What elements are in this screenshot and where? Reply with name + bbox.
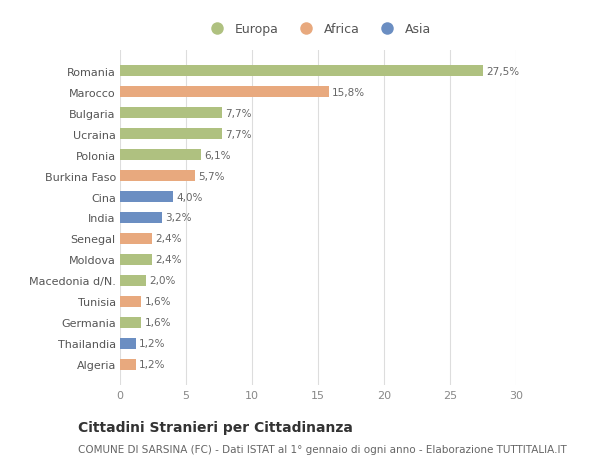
Text: 6,1%: 6,1% bbox=[204, 150, 230, 160]
Text: 1,2%: 1,2% bbox=[139, 359, 166, 369]
Bar bbox=[120, 129, 221, 140]
Text: 2,0%: 2,0% bbox=[150, 276, 176, 286]
Text: COMUNE DI SARSINA (FC) - Dati ISTAT al 1° gennaio di ogni anno - Elaborazione TU: COMUNE DI SARSINA (FC) - Dati ISTAT al 1… bbox=[78, 444, 567, 454]
Bar bbox=[120, 338, 136, 349]
Text: 2,4%: 2,4% bbox=[155, 234, 181, 244]
Text: 2,4%: 2,4% bbox=[155, 255, 181, 265]
Bar bbox=[120, 150, 200, 161]
Text: 7,7%: 7,7% bbox=[225, 129, 251, 139]
Text: 3,2%: 3,2% bbox=[166, 213, 192, 223]
Text: 1,2%: 1,2% bbox=[139, 339, 166, 349]
Bar bbox=[120, 87, 329, 98]
Text: 1,6%: 1,6% bbox=[145, 297, 171, 307]
Bar bbox=[120, 296, 141, 308]
Text: 15,8%: 15,8% bbox=[332, 87, 365, 97]
Bar bbox=[120, 317, 141, 329]
Bar bbox=[120, 170, 195, 182]
Bar bbox=[120, 212, 162, 224]
Bar bbox=[120, 275, 146, 286]
Bar bbox=[120, 254, 152, 266]
Bar bbox=[120, 191, 173, 203]
Bar bbox=[120, 107, 221, 119]
Text: 5,7%: 5,7% bbox=[199, 171, 225, 181]
Text: 4,0%: 4,0% bbox=[176, 192, 202, 202]
Text: Cittadini Stranieri per Cittadinanza: Cittadini Stranieri per Cittadinanza bbox=[78, 420, 353, 434]
Text: 1,6%: 1,6% bbox=[145, 318, 171, 328]
Bar bbox=[120, 66, 483, 77]
Legend: Europa, Africa, Asia: Europa, Africa, Asia bbox=[205, 23, 431, 36]
Bar bbox=[120, 233, 152, 245]
Bar bbox=[120, 359, 136, 370]
Text: 27,5%: 27,5% bbox=[486, 67, 520, 77]
Text: 7,7%: 7,7% bbox=[225, 108, 251, 118]
